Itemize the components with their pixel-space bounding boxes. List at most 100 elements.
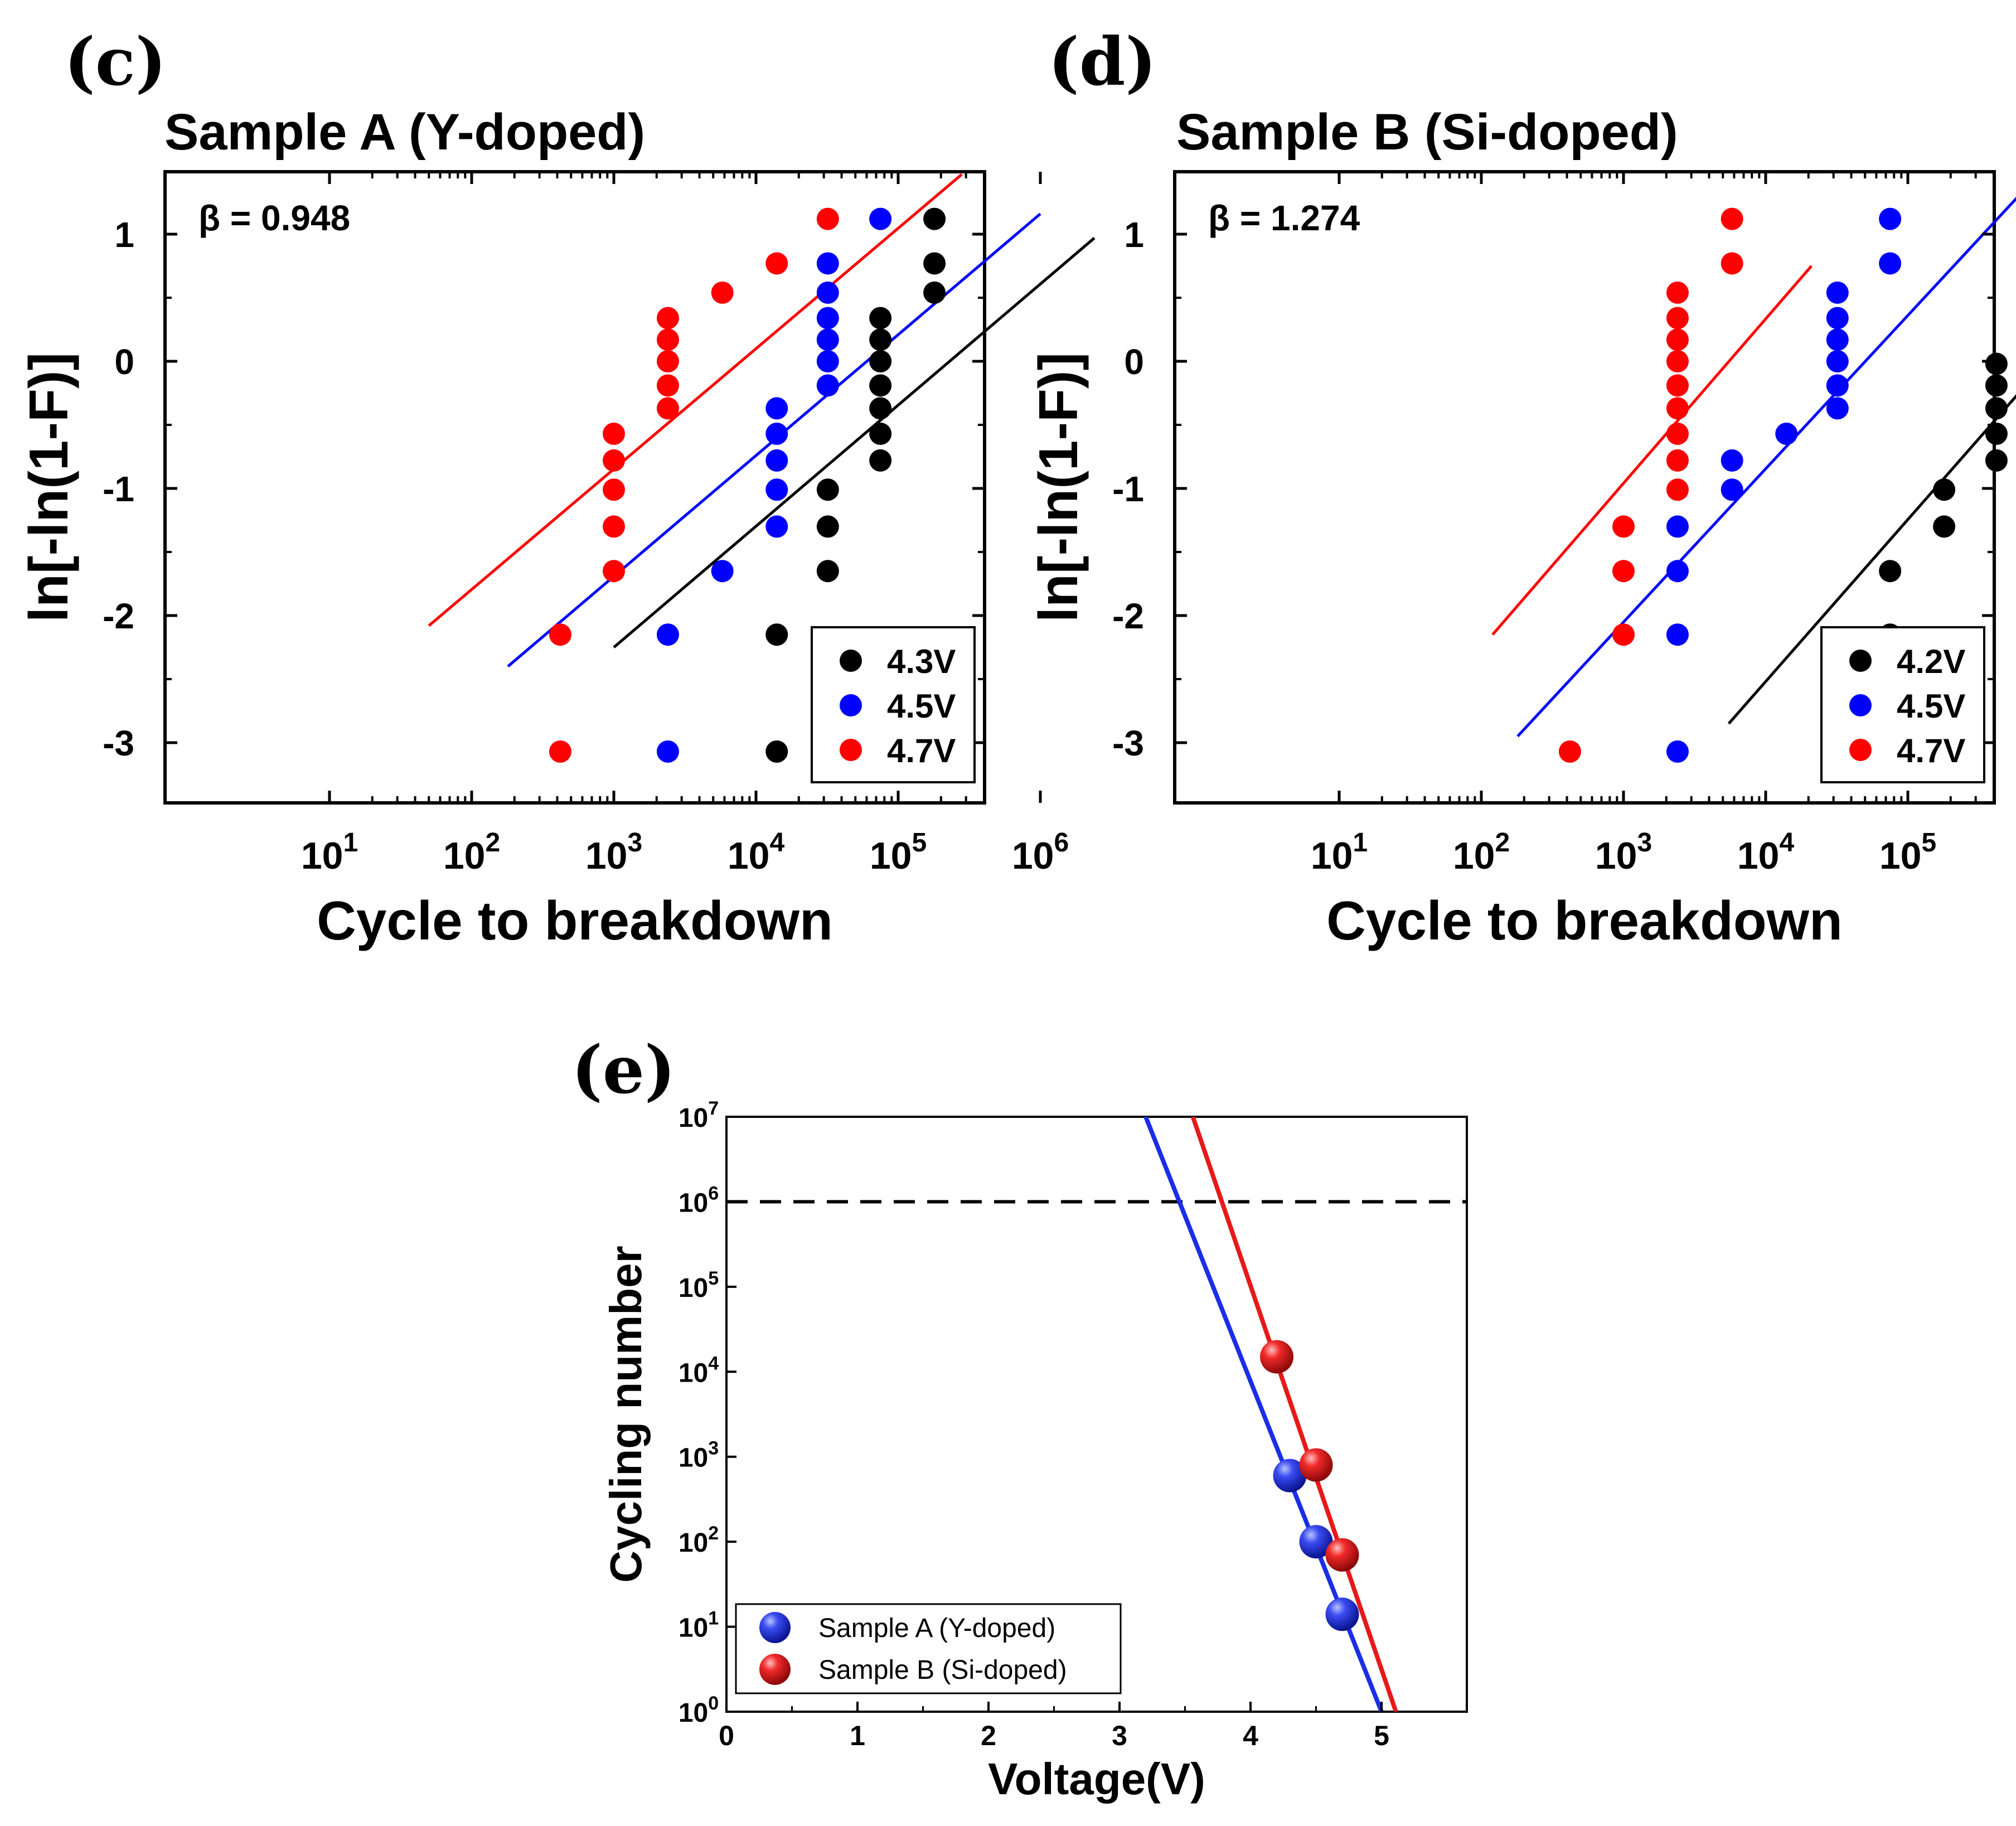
chart-title: Sample A (Y-doped) <box>164 104 645 161</box>
data-point-4.3V <box>869 449 892 472</box>
data-point-4.3V <box>765 740 788 763</box>
y-tick-label-exp: 0 <box>708 1693 719 1714</box>
data-point-4.5V <box>1721 449 1743 472</box>
x-axis-label: Voltage(V) <box>988 1754 1205 1804</box>
data-point-4.3V <box>816 478 839 501</box>
data-point-4.7V <box>1612 623 1635 646</box>
data-point-4.7V <box>1612 515 1635 538</box>
y-tick-label-base: 10 <box>679 1188 708 1218</box>
data-point <box>1325 1597 1359 1631</box>
x-tick-label-base: 10 <box>585 835 628 877</box>
x-tick-label-exp: 5 <box>912 828 927 858</box>
data-point-4.7V <box>1558 740 1581 763</box>
y-axis-label: Cycling number <box>601 1246 651 1583</box>
legend-label: 4.3V <box>887 643 956 680</box>
legend-marker-4.3V <box>840 650 862 672</box>
data-point-4.7V <box>603 560 625 583</box>
x-tick-label-base: 10 <box>1879 835 1922 877</box>
data-point-4.5V <box>711 560 734 583</box>
x-tick-label-base: 10 <box>1595 835 1637 877</box>
fit-lines <box>1143 1117 1398 1712</box>
x-tick-label-base: 10 <box>1737 835 1780 877</box>
data-point-4.2V <box>1985 397 2008 420</box>
y-tick-label: 102 <box>679 1523 719 1558</box>
x-tick-label: 103 <box>585 828 642 877</box>
y-tick-label-base: 10 <box>679 1698 708 1728</box>
x-tick-label-exp: 2 <box>485 828 500 858</box>
y-tick-label: 105 <box>679 1268 719 1303</box>
y-tick-label-exp: 2 <box>708 1523 719 1544</box>
data-point-4.5V <box>765 515 788 538</box>
data-point-4.5V <box>656 740 679 763</box>
x-tick-label: 105 <box>870 828 927 877</box>
legend-box <box>811 626 976 783</box>
y-tick-label: -1 <box>103 469 134 509</box>
data-point-4.5V <box>869 207 892 230</box>
data-point-4.5V <box>765 478 788 501</box>
y-tick-label-base: 10 <box>679 1444 708 1473</box>
x-tick-label: 105 <box>1879 828 1936 877</box>
y-tick-label: 1 <box>114 215 134 255</box>
data-point-4.5V <box>765 422 788 445</box>
x-tick-label: 106 <box>1012 828 1069 877</box>
legend-box <box>1820 626 1985 783</box>
data-point-4.7V <box>1666 449 1689 472</box>
y-tick-label-exp: 1 <box>708 1608 719 1629</box>
y-tick-label: 103 <box>679 1438 719 1473</box>
data-point-4.5V <box>816 252 839 275</box>
legend-box <box>735 1603 1122 1694</box>
legend-marker <box>759 1612 791 1643</box>
y-tick-label: 107 <box>679 1098 719 1133</box>
legend-marker-4.5V <box>840 694 862 716</box>
data-point-4.7V <box>1666 281 1689 304</box>
x-tick-label: 104 <box>728 828 785 877</box>
x-tick-label-exp: 4 <box>769 828 784 858</box>
data-point-4.7V <box>1666 374 1689 397</box>
y-tick-label: 1 <box>1124 215 1144 255</box>
data-point-4.7V <box>656 350 679 372</box>
data-point-4.3V <box>869 328 892 351</box>
data-point-4.5V <box>1666 515 1689 538</box>
y-tick-label: -3 <box>103 723 134 763</box>
x-tick-label-exp: 1 <box>343 828 358 858</box>
y-axis-label: ln[-ln(1-F)] <box>18 352 79 622</box>
y-tick-label-exp: 7 <box>708 1098 719 1119</box>
data-point <box>1273 1459 1307 1493</box>
data-point-4.7V <box>1721 252 1743 275</box>
data-point-4.7V <box>603 422 625 445</box>
legend-label: 4.7V <box>1897 732 1965 769</box>
x-tick-label: 5 <box>1374 1720 1389 1751</box>
x-tick-label-base: 10 <box>1311 835 1353 877</box>
y-tick-label-exp: 4 <box>708 1353 719 1374</box>
data-point-4.5V <box>1666 623 1689 646</box>
chart-title: Sample B (Si-doped) <box>1176 104 1678 161</box>
data-point <box>1299 1448 1333 1482</box>
data-point-4.7V <box>549 623 571 646</box>
data-point-4.2V <box>1985 449 2008 472</box>
beta-annotation: β = 0.948 <box>198 198 350 238</box>
y-tick-label-base: 10 <box>679 1103 708 1133</box>
data-point-4.2V <box>1933 515 1956 538</box>
y-tick-label: 0 <box>114 342 134 382</box>
x-tick-label-base: 10 <box>301 835 343 877</box>
data-point-4.5V <box>765 397 788 420</box>
x-tick-label: 104 <box>1737 828 1795 877</box>
legend-label: Sample A (Y-doped) <box>818 1614 1055 1643</box>
x-tick-label-exp: 3 <box>1637 828 1652 858</box>
data-point-4.7V <box>1721 207 1743 230</box>
panel-label: (d) <box>1048 23 1156 100</box>
y-tick-label: -2 <box>103 596 134 636</box>
data-point-4.3V <box>869 307 892 330</box>
cycling-panel: (e)0 1 2 3 4 5100101102103104105106107Sample … <box>571 1031 1468 1804</box>
data-point-4.7V <box>603 515 625 538</box>
x-axis-label: Cycle to breakdown <box>317 890 833 951</box>
data-point-4.5V <box>816 374 839 397</box>
data-point-4.7V <box>1666 397 1689 420</box>
data-point-4.7V <box>711 281 734 304</box>
data-point-4.3V <box>869 350 892 372</box>
data-point <box>1260 1340 1293 1374</box>
y-tick-label-base: 10 <box>679 1358 708 1388</box>
data-point-4.7V <box>765 252 788 275</box>
y-tick-label: -3 <box>1112 723 1144 763</box>
